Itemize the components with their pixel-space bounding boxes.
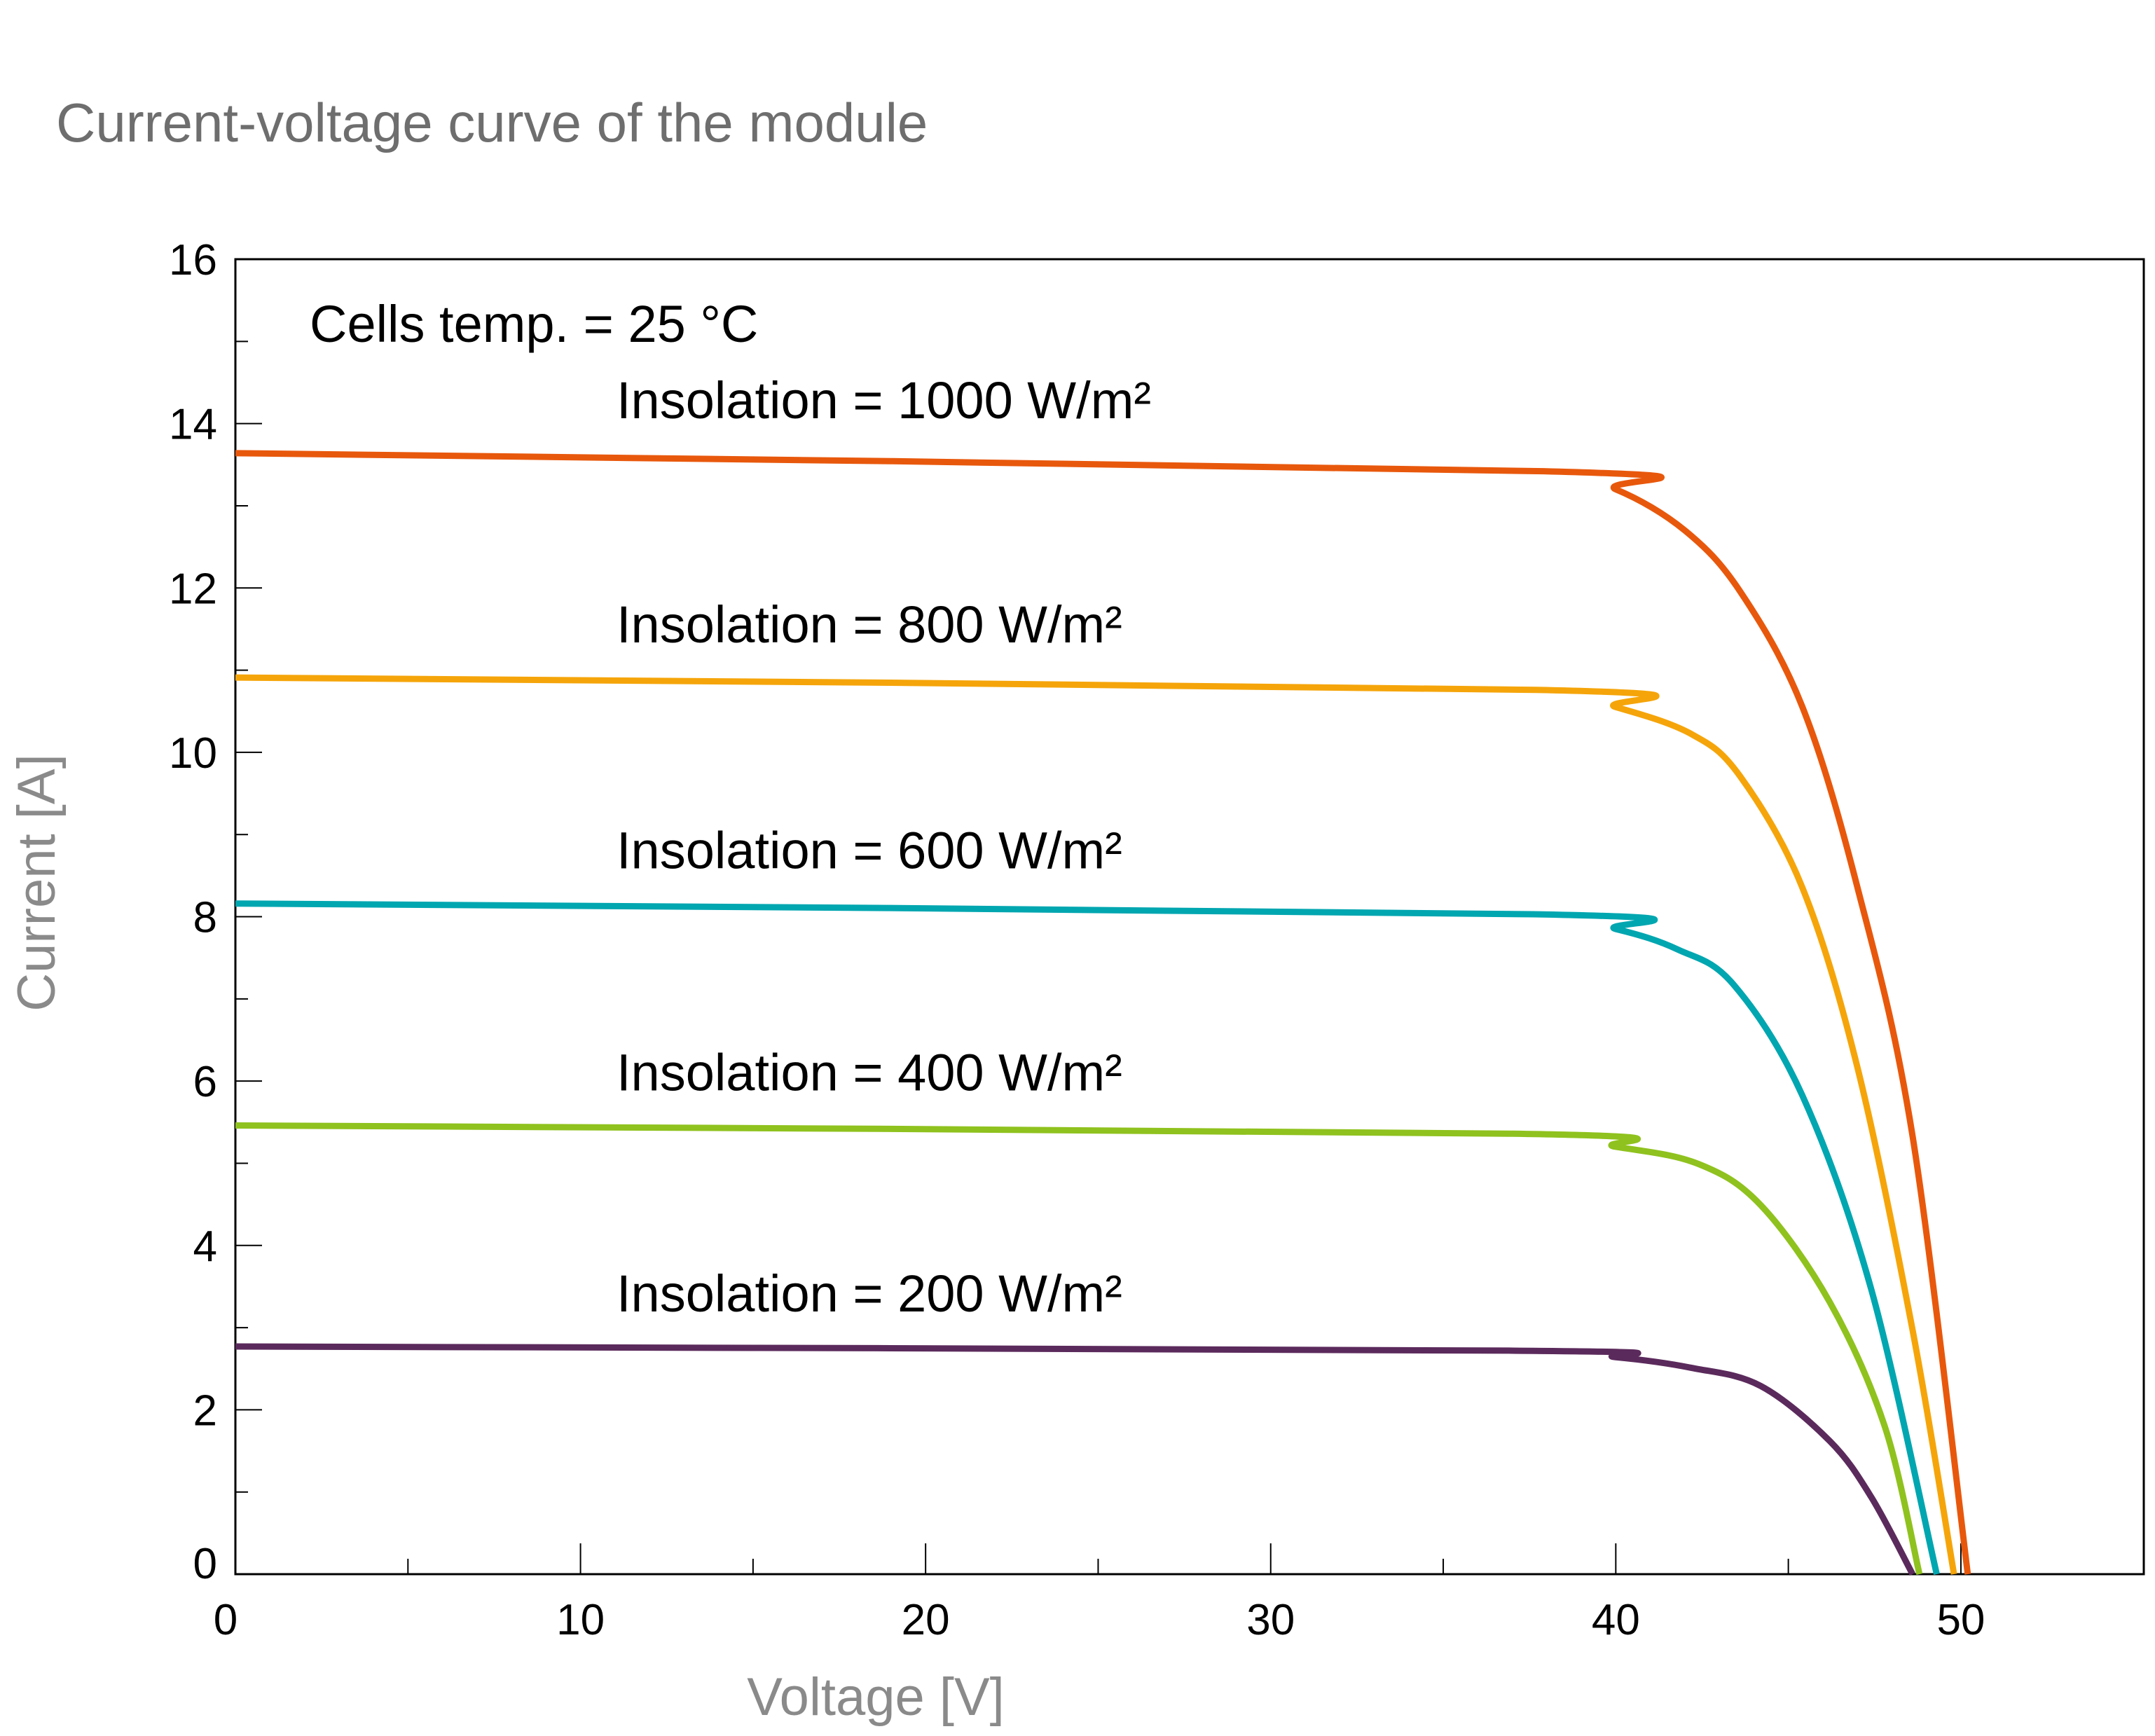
y-tick-label: 6 [193, 1058, 217, 1106]
x-tick-label: 40 [1592, 1596, 1640, 1644]
axes: 0 10 20 30 40 50 0 2 4 6 8 10 12 14 16 [169, 236, 2145, 1644]
series-line [235, 450, 1971, 1575]
series-label: Insolation = 600 W/m² [617, 822, 1122, 880]
series-label: Insolation = 400 W/m² [617, 1043, 1122, 1101]
y-tick-label: 0 [193, 1540, 217, 1588]
chart-title: Current-voltage curve of the module [56, 92, 928, 153]
series-line [235, 674, 1957, 1575]
y-tick-label: 10 [169, 729, 217, 778]
y-tick-label: 4 [193, 1222, 217, 1271]
x-tick-label: 20 [902, 1596, 950, 1644]
x-tick-label: 30 [1246, 1596, 1295, 1644]
y-axis-label: Current [A] [7, 754, 67, 1011]
y-tick-label: 8 [193, 894, 217, 942]
x-axis-label: Voltage [V] [747, 1667, 1005, 1727]
y-tick-label: 2 [193, 1386, 217, 1435]
temperature-annotation: Cells temp. = 25 °C [310, 295, 758, 353]
series-group [235, 450, 1971, 1576]
series-label: Insolation = 800 W/m² [617, 595, 1122, 654]
series-label: Insolation = 200 W/m² [617, 1265, 1122, 1323]
series-labels: Insolation = 1000 W/m² Insolation = 800 W… [617, 371, 1151, 1323]
y-tick-label: 12 [169, 565, 217, 613]
series-line [235, 1343, 1915, 1576]
y-tick-label: 16 [169, 236, 217, 284]
series-line [235, 900, 1940, 1576]
x-tick-label: 0 [214, 1596, 237, 1644]
x-tick-label: 50 [1936, 1596, 1985, 1644]
series-line [235, 1122, 1923, 1576]
series-label: Insolation = 1000 W/m² [617, 371, 1151, 429]
y-tick-label: 14 [169, 401, 217, 449]
x-tick-label: 10 [556, 1596, 605, 1644]
